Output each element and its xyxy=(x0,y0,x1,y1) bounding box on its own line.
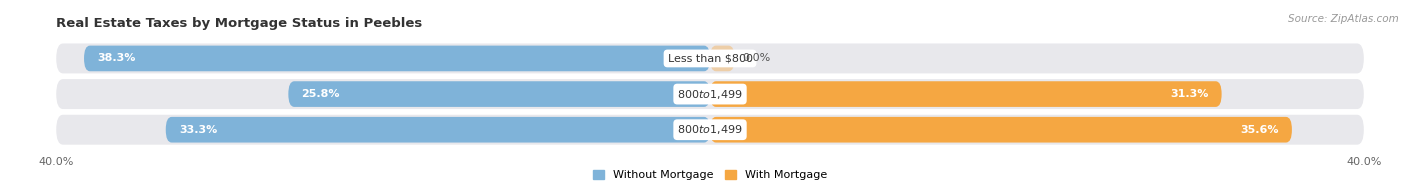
FancyBboxPatch shape xyxy=(288,81,710,107)
Text: 25.8%: 25.8% xyxy=(301,89,340,99)
Legend: Without Mortgage, With Mortgage: Without Mortgage, With Mortgage xyxy=(593,170,827,180)
FancyBboxPatch shape xyxy=(84,46,710,71)
FancyBboxPatch shape xyxy=(166,117,710,142)
Text: Source: ZipAtlas.com: Source: ZipAtlas.com xyxy=(1288,14,1399,24)
Text: $800 to $1,499: $800 to $1,499 xyxy=(678,123,742,136)
Text: $800 to $1,499: $800 to $1,499 xyxy=(678,88,742,101)
Text: 31.3%: 31.3% xyxy=(1170,89,1209,99)
Text: 35.6%: 35.6% xyxy=(1240,125,1279,135)
Text: 38.3%: 38.3% xyxy=(97,54,135,64)
FancyBboxPatch shape xyxy=(56,115,1364,145)
Text: Less than $800: Less than $800 xyxy=(668,54,752,64)
FancyBboxPatch shape xyxy=(56,79,1364,109)
Text: 33.3%: 33.3% xyxy=(179,125,217,135)
FancyBboxPatch shape xyxy=(710,117,1292,142)
Text: Real Estate Taxes by Mortgage Status in Peebles: Real Estate Taxes by Mortgage Status in … xyxy=(56,17,422,30)
Text: 0.0%: 0.0% xyxy=(742,54,770,64)
FancyBboxPatch shape xyxy=(710,81,1222,107)
FancyBboxPatch shape xyxy=(710,46,734,71)
FancyBboxPatch shape xyxy=(56,44,1364,74)
